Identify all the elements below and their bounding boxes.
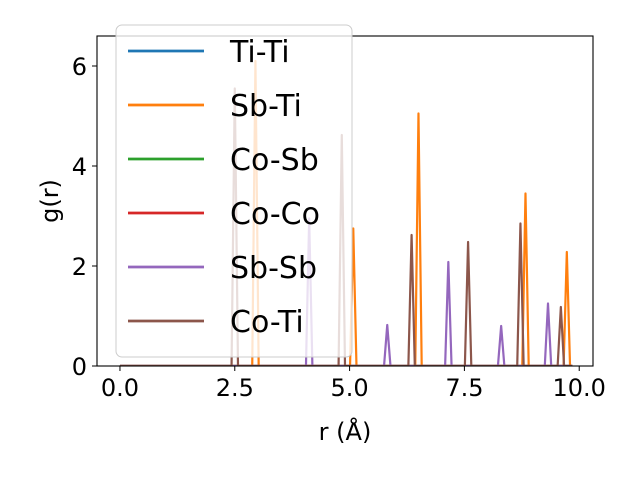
legend-label: Co-Ti bbox=[230, 305, 304, 340]
x-tick-label: 7.5 bbox=[445, 374, 483, 402]
legend-label: Co-Sb bbox=[230, 143, 319, 178]
y-tick-label: 4 bbox=[72, 153, 87, 181]
legend-label: Co-Co bbox=[230, 197, 320, 232]
y-axis-label: g(r) bbox=[36, 179, 64, 223]
y-tick-label: 6 bbox=[72, 53, 87, 81]
x-tick-label: 5.0 bbox=[331, 374, 369, 402]
x-axis-label: r (Å) bbox=[319, 417, 372, 446]
legend-label: Sb-Sb bbox=[230, 251, 317, 286]
x-tick-label: 10.0 bbox=[553, 374, 606, 402]
y-tick-label: 0 bbox=[72, 353, 87, 381]
legend-label: Sb-Ti bbox=[230, 89, 302, 124]
legend-label: Ti-Ti bbox=[229, 35, 290, 70]
y-tick-label: 2 bbox=[72, 253, 87, 281]
legend-box bbox=[115, 24, 353, 358]
legend: Ti-Ti Sb-Ti Co-Sb Co-Co Sb-Sb Co-Ti bbox=[115, 24, 353, 358]
x-tick-label: 0.0 bbox=[101, 374, 139, 402]
x-axis: 0.0 2.5 5.0 7.5 10.0 bbox=[101, 366, 606, 402]
y-axis: 0 2 4 6 bbox=[72, 53, 97, 381]
x-tick-label: 2.5 bbox=[216, 374, 254, 402]
